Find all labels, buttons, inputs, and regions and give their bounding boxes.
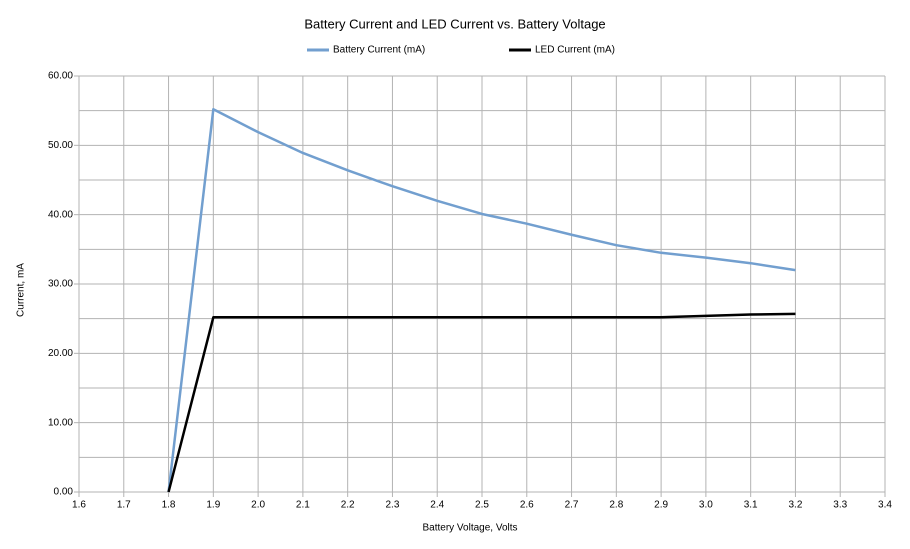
series-line <box>167 108 796 493</box>
x-tick-label: 2.5 <box>475 500 489 511</box>
x-tick-label: 3.3 <box>833 500 847 511</box>
y-tick-label: 40.00 <box>48 209 73 220</box>
y-tick-label: 0.00 <box>54 487 74 498</box>
y-tick-label: 50.00 <box>48 140 73 151</box>
x-tick-label: 2.4 <box>430 500 444 511</box>
x-tick-label: 1.9 <box>206 500 220 511</box>
x-tick-label: 2.1 <box>296 500 310 511</box>
y-axis-label: Current, mA <box>16 263 27 317</box>
x-tick-label: 1.7 <box>117 500 131 511</box>
x-tick-label: 1.8 <box>162 500 176 511</box>
legend-label: LED Current (mA) <box>535 45 615 56</box>
y-tick-label: 60.00 <box>48 71 73 82</box>
y-tick-label: 10.00 <box>48 417 73 428</box>
x-tick-label: 3.2 <box>788 500 802 511</box>
x-tick-label: 2.0 <box>251 500 265 511</box>
x-tick-label: 2.6 <box>520 500 534 511</box>
x-tick-label: 2.2 <box>341 500 355 511</box>
x-tick-label: 2.7 <box>565 500 579 511</box>
chart-title: Battery Current and LED Current vs. Batt… <box>304 16 605 31</box>
x-tick-label: 3.4 <box>878 500 892 511</box>
y-tick-label: 30.00 <box>48 279 73 290</box>
x-tick-label: 3.0 <box>699 500 713 511</box>
y-tick-label: 20.00 <box>48 348 73 359</box>
x-tick-label: 2.3 <box>385 500 399 511</box>
x-tick-label: 1.6 <box>72 500 86 511</box>
series-line <box>167 312 796 493</box>
legend-label: Battery Current (mA) <box>333 45 425 56</box>
x-tick-label: 3.1 <box>744 500 758 511</box>
x-axis-label: Battery Voltage, Volts <box>422 523 517 534</box>
x-tick-label: 2.9 <box>654 500 668 511</box>
x-tick-label: 2.8 <box>609 500 623 511</box>
